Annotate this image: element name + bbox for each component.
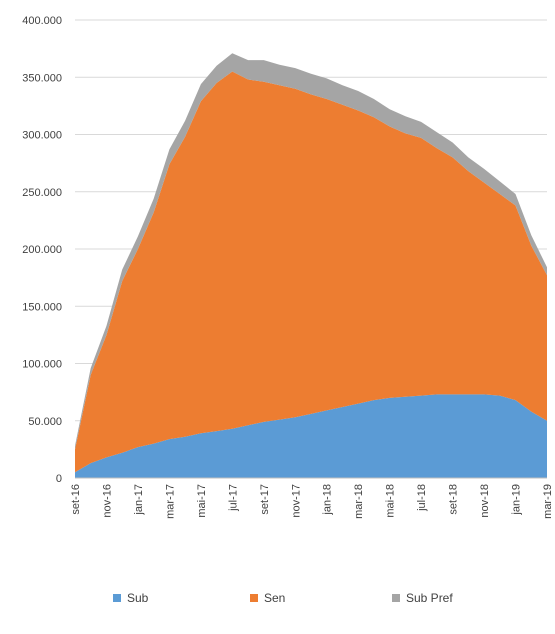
legend-label: Sub Pref: [406, 591, 453, 605]
x-tick-label: nov-17: [290, 484, 302, 518]
x-tick-label: mar-18: [353, 484, 365, 519]
y-tick-label: 400.000: [22, 15, 62, 27]
x-tick-label: jul-18: [416, 484, 428, 512]
x-tick-label: nov-16: [101, 484, 113, 518]
y-axis-ticks: 0 50.000 100.000 150.000 200.000 250.000 300.0…: [22, 15, 62, 485]
y-tick-label: 100.000: [22, 359, 62, 371]
y-tick-label: 300.000: [22, 130, 62, 142]
x-tick-label: set-16: [70, 484, 82, 515]
y-tick-label: 250.000: [22, 187, 62, 199]
legend-label: Sen: [264, 591, 286, 605]
x-tick-label: nov-18: [479, 484, 491, 518]
legend-item: Sen: [250, 591, 285, 605]
x-axis-ticks: set-16 nov-16 jan-17 mar-17 mai-17 jul-17 set-…: [70, 484, 554, 519]
legend-swatch: [113, 594, 121, 602]
x-tick-label: jul-17: [227, 484, 239, 512]
legend-item: Sub: [113, 591, 148, 605]
x-tick-label: mai-17: [196, 484, 208, 518]
legend-swatch: [392, 594, 400, 602]
area-sen: [75, 71, 547, 473]
x-tick-label: jan-19: [511, 484, 523, 516]
x-tick-label: set-18: [448, 484, 460, 515]
area-sub: [75, 394, 547, 478]
legend-swatch: [250, 594, 258, 602]
legend-item: Sub Pref: [392, 591, 453, 605]
y-tick-label: 350.000: [22, 72, 62, 84]
legend: Sub Sen Sub Pref: [0, 591, 555, 611]
x-tick-label: jan-18: [322, 484, 334, 516]
x-tick-label: set-17: [259, 484, 271, 515]
y-tick-label: 50.000: [28, 416, 62, 428]
x-tick-label: mar-17: [164, 484, 176, 519]
y-tick-label: 150.000: [22, 301, 62, 313]
x-tick-label: mar-19: [542, 484, 554, 519]
y-tick-label: 200.000: [22, 244, 62, 256]
area-series: [75, 53, 547, 478]
legend-label: Sub: [127, 591, 149, 605]
x-tick-label: mai-18: [385, 484, 397, 518]
y-tick-label: 0: [56, 473, 62, 485]
x-tick-label: jan-17: [133, 484, 145, 516]
